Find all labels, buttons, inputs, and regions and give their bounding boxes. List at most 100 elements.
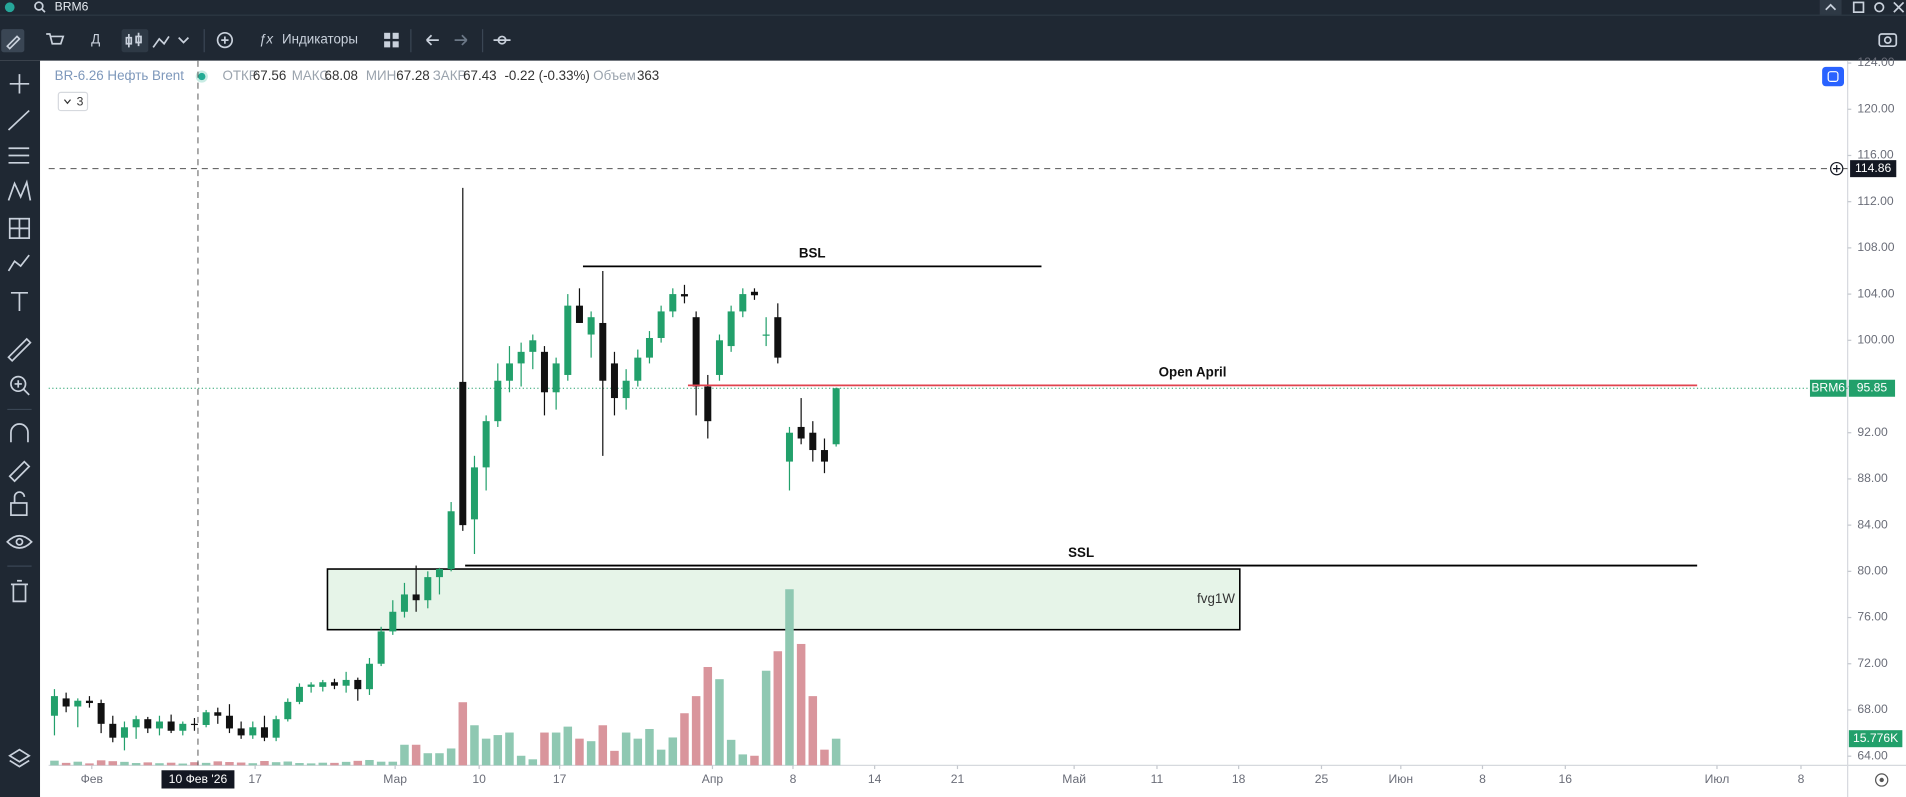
candle-body xyxy=(750,291,758,296)
volume-bar xyxy=(353,760,363,766)
volume-bar xyxy=(201,762,211,766)
crosshair-price-box xyxy=(1850,160,1897,178)
indicators-collapse[interactable] xyxy=(57,91,89,112)
last-symbol: BRM6 xyxy=(1811,380,1845,394)
volume-bar xyxy=(260,761,269,766)
redo-button[interactable] xyxy=(454,34,468,46)
candle-body xyxy=(295,686,303,702)
volume-bar xyxy=(330,762,339,766)
x-tick-label: 8 xyxy=(1479,772,1486,786)
volume-bar xyxy=(820,749,829,766)
lock-tool[interactable] xyxy=(10,502,28,516)
candle-body xyxy=(132,719,140,728)
candle-body xyxy=(109,723,117,738)
collapse-button[interactable] xyxy=(1819,0,1842,15)
volume-bar xyxy=(411,744,421,766)
volume-bar xyxy=(306,763,316,766)
axis-settings[interactable] xyxy=(1875,773,1889,787)
level-label: SSL xyxy=(1068,545,1094,560)
text-tool[interactable] xyxy=(10,291,28,312)
y-tick-label: 72.00 xyxy=(1857,656,1888,670)
zoom-tool-handle xyxy=(14,380,30,396)
y-tick-label: 88.00 xyxy=(1857,471,1888,485)
candle-body xyxy=(552,363,560,393)
volume-bar xyxy=(761,670,771,766)
volume-bar xyxy=(96,760,106,766)
y-tick-label: 112.00 xyxy=(1857,194,1893,208)
drawing-mode-tool[interactable] xyxy=(8,460,31,483)
settings-button[interactable] xyxy=(1874,2,1885,13)
candle-body xyxy=(144,719,152,729)
ruler-tool[interactable] xyxy=(7,337,32,363)
pattern-tool[interactable] xyxy=(7,179,32,201)
search-icon-handle xyxy=(41,8,46,13)
trendline-tool[interactable] xyxy=(7,109,30,131)
forecast-tool[interactable] xyxy=(7,254,30,272)
market-status-dot xyxy=(198,72,206,81)
volume-bar xyxy=(178,763,188,766)
volume-bar xyxy=(446,748,456,766)
dropdown-icon[interactable] xyxy=(178,37,190,44)
volume-bar xyxy=(621,732,631,766)
indicators-count: 3 xyxy=(77,94,84,108)
y-tick-label: 100.00 xyxy=(1857,333,1894,347)
indicators-button[interactable]: Индикаторы xyxy=(282,32,358,47)
sync-icon xyxy=(1827,71,1839,83)
volume-bar xyxy=(423,753,433,766)
interval-button[interactable]: Д xyxy=(91,32,100,47)
x-tick-label: 8 xyxy=(790,772,797,786)
line-chart-icon[interactable] xyxy=(152,35,170,48)
chevron xyxy=(63,99,71,105)
candle-body xyxy=(482,421,490,468)
x-tick-label: 11 xyxy=(1151,772,1164,786)
candle-body xyxy=(412,594,420,601)
volume-bar xyxy=(656,749,666,766)
volume-bar xyxy=(633,738,643,766)
candle-body xyxy=(237,728,245,736)
cart-icon[interactable] xyxy=(46,33,65,45)
undo-button[interactable] xyxy=(426,34,439,46)
visibility-tool[interactable] xyxy=(6,534,33,549)
candle-body xyxy=(774,317,782,358)
volume-bar xyxy=(575,738,584,766)
candle-body xyxy=(319,682,327,687)
x-tick-label: 18 xyxy=(1232,772,1246,786)
candle-body xyxy=(354,679,362,690)
legend-value: 67.43 xyxy=(463,68,496,83)
volume-bar xyxy=(563,726,573,766)
object-tree[interactable] xyxy=(8,748,31,768)
sync-button[interactable] xyxy=(1822,66,1845,87)
candle-body xyxy=(260,727,268,738)
volume-bar xyxy=(318,762,328,766)
y-tick-label: 68.00 xyxy=(1857,702,1888,716)
box-label: fvg1W xyxy=(1197,591,1235,606)
zoom-tool[interactable] xyxy=(10,375,27,393)
y-tick-label: 108.00 xyxy=(1857,240,1894,254)
candle-body xyxy=(785,432,793,462)
visibility-pupil xyxy=(15,537,24,546)
crosshair-tool[interactable] xyxy=(9,74,30,94)
fib-tool[interactable] xyxy=(8,147,30,164)
candle-body xyxy=(715,340,723,375)
symbol[interactable]: BRM6 xyxy=(55,0,89,13)
legend-value: 67.28 xyxy=(396,68,429,83)
templates-icon[interactable] xyxy=(384,32,399,48)
close-button[interactable] xyxy=(1893,1,1905,13)
search-icon[interactable] xyxy=(34,1,44,11)
magnet-tool[interactable] xyxy=(10,423,29,443)
snapshot-button[interactable] xyxy=(1878,33,1898,48)
volume-bar xyxy=(166,762,176,766)
volume-bar xyxy=(610,750,619,766)
toolbar-divider xyxy=(0,14,1906,16)
candle-body xyxy=(249,727,257,736)
window-button[interactable] xyxy=(1852,1,1865,13)
candle-body xyxy=(459,381,467,526)
candle-body xyxy=(517,351,525,364)
add-icon[interactable] xyxy=(216,31,234,49)
pencil-icon xyxy=(6,35,21,50)
volume-bar xyxy=(458,702,468,766)
candle-body xyxy=(97,703,105,724)
last-volume: 15.776K xyxy=(1853,731,1898,745)
candle-body xyxy=(704,386,712,422)
delete-tool[interactable] xyxy=(10,579,28,603)
